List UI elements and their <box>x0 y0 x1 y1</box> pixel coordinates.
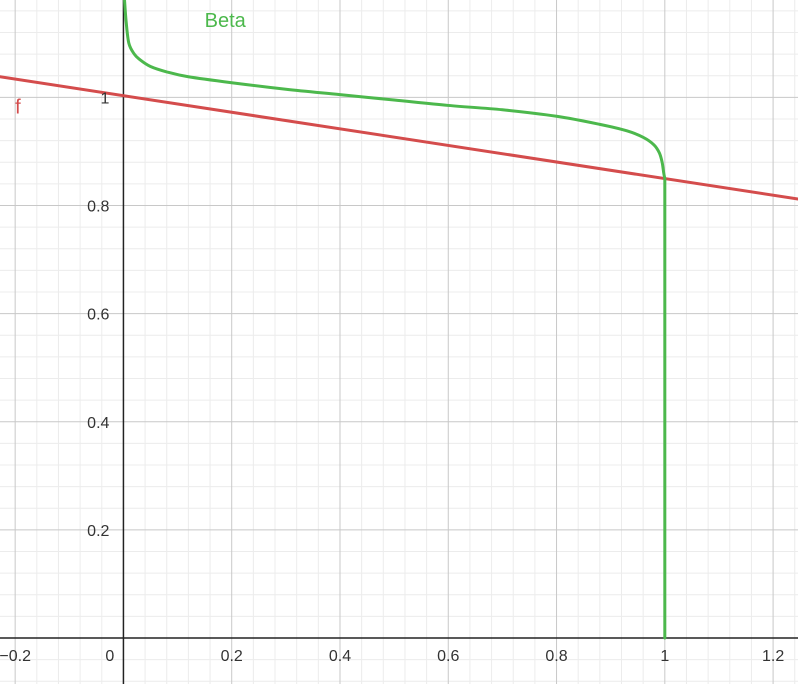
x-tick-label: 0 <box>105 648 114 665</box>
x-tick-label: 1 <box>660 648 669 665</box>
x-tick-label: 0.2 <box>221 648 243 665</box>
series-label-beta: Beta <box>205 10 247 32</box>
x-tick-label: 0.4 <box>329 648 351 665</box>
y-tick-label: 0.6 <box>87 307 109 324</box>
x-tick-label: −0.2 <box>0 648 31 665</box>
y-tick-label: 0.8 <box>87 198 109 215</box>
series-curve-beta <box>123 0 667 640</box>
series-label-f: f <box>15 97 21 119</box>
x-tick-label: 1.2 <box>762 648 784 665</box>
x-tick-label: 0.6 <box>437 648 459 665</box>
series-labels: f Beta <box>15 10 247 119</box>
y-tick-label: 0.2 <box>87 523 109 540</box>
series-curve-f <box>0 75 798 201</box>
y-tick-label: 1 <box>101 90 110 107</box>
tick-labels: −0.2 0 0.2 0.4 0.6 0.8 1 1.2 0.2 0.4 0.6 0.8 1 <box>0 90 784 665</box>
y-tick-label: 0.4 <box>87 415 109 432</box>
x-tick-label: 0.8 <box>545 648 567 665</box>
curves <box>0 0 798 640</box>
